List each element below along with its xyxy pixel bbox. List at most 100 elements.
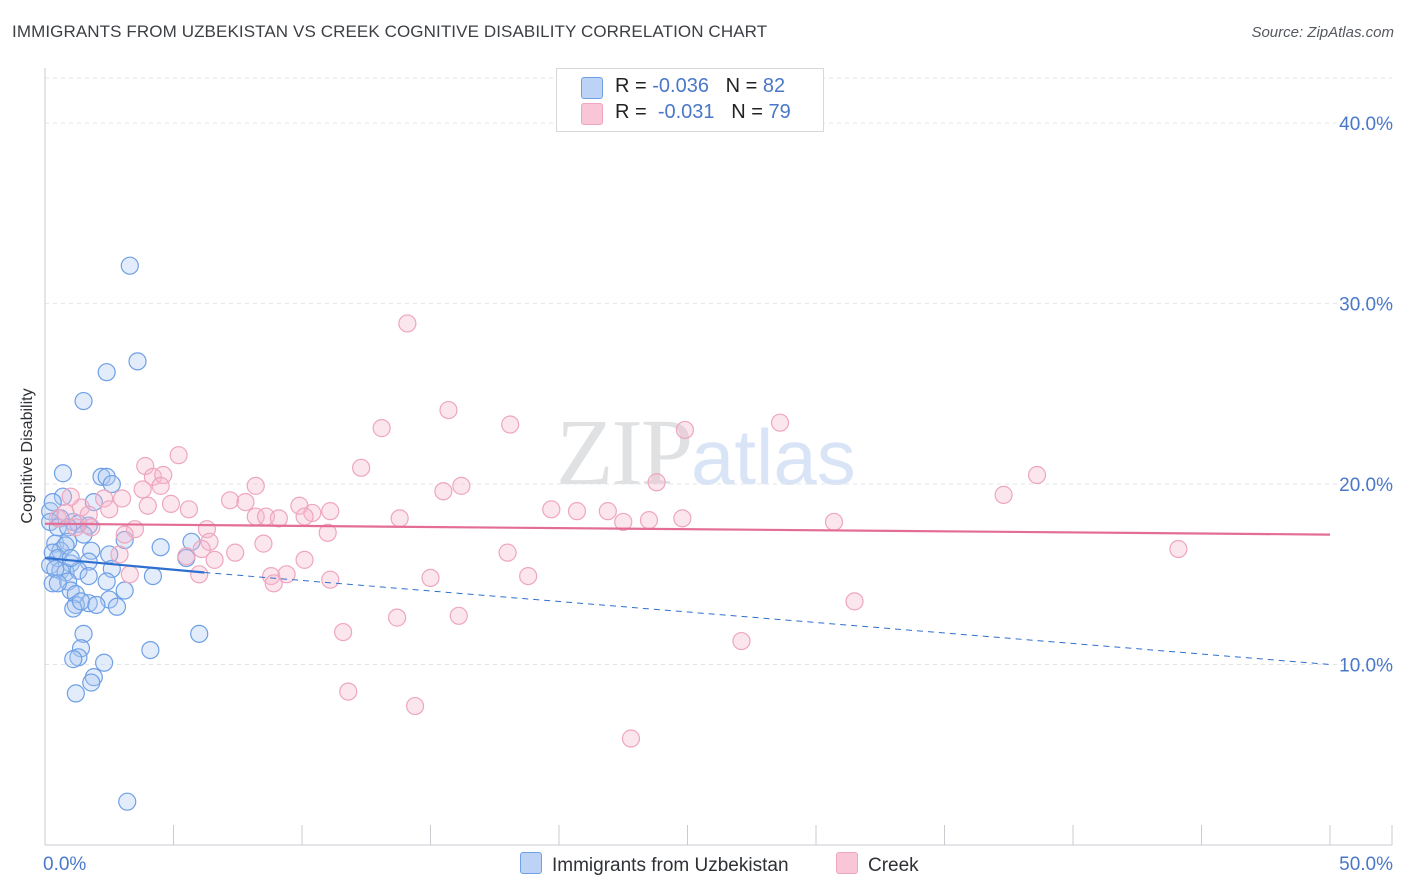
- uzbekistan-point: [82, 541, 101, 560]
- creek-point: [334, 622, 353, 642]
- uzbekistan-point: [118, 792, 137, 811]
- uzbekistan-point: [53, 464, 73, 483]
- legend-r-label: R =: [615, 101, 647, 123]
- legend-n-value: 79: [768, 101, 791, 123]
- watermark: ZIPatlas: [556, 398, 856, 507]
- creek-point: [519, 566, 538, 586]
- creek-point: [732, 631, 751, 651]
- creek-point: [567, 502, 587, 521]
- creek-point: [1169, 539, 1188, 559]
- series-creek-points: [48, 314, 1188, 748]
- bottom-legend-swatch-uzbekistan: [520, 852, 542, 874]
- legend-r-label: R =: [615, 75, 647, 97]
- creek-point: [501, 415, 520, 434]
- creek-point: [161, 494, 181, 514]
- creek-point: [177, 547, 196, 566]
- legend-swatch-uzbekistan: [581, 77, 603, 99]
- bottom-legend-creek: Creek: [836, 852, 919, 877]
- correlation-legend: R = -0.036 N = 82 R = -0.031 N = 79: [556, 68, 824, 132]
- uzbekistan-point: [128, 352, 147, 371]
- creek-point: [262, 566, 281, 586]
- uzbekistan-point: [95, 653, 114, 672]
- creek-point: [151, 476, 170, 495]
- creek-point: [421, 568, 440, 588]
- creek-point: [205, 550, 224, 569]
- axes: [44, 68, 1393, 846]
- uzbekistan-trend-extension: [204, 571, 1331, 666]
- uzbekistan-point: [143, 566, 163, 586]
- uzbekistan-point: [115, 581, 134, 600]
- creek-point: [66, 518, 85, 537]
- creek-point: [845, 592, 864, 611]
- uzbekistan-point: [74, 391, 93, 411]
- creek-point: [254, 534, 273, 553]
- creek-point: [352, 458, 371, 477]
- legend-swatch-creek: [581, 103, 603, 125]
- creek-point: [110, 545, 129, 564]
- creek-point: [179, 500, 199, 519]
- creek-point: [673, 509, 692, 528]
- x-tick-label: 0.0%: [43, 854, 86, 875]
- creek-point: [614, 512, 633, 532]
- creek-point: [220, 491, 240, 510]
- creek-point: [318, 523, 337, 542]
- uzbekistan-point: [48, 574, 67, 593]
- creek-point: [387, 608, 407, 627]
- creek-point: [390, 509, 409, 528]
- uzbekistan-point: [79, 566, 98, 586]
- uzbekistan-point: [97, 572, 116, 591]
- y-tick-label: 20.0%: [1339, 475, 1393, 496]
- creek-point: [824, 512, 844, 532]
- creek-point: [321, 502, 340, 521]
- creek-point: [246, 476, 265, 495]
- creek-point: [200, 532, 219, 551]
- creek-point: [1027, 465, 1047, 485]
- uzbekistan-point: [87, 595, 106, 615]
- uzbekistan-point: [182, 532, 201, 551]
- x-tick-label: 50.0%: [1339, 854, 1393, 875]
- uzbekistan-point: [141, 640, 160, 660]
- creek-point: [994, 485, 1013, 504]
- creek-point: [236, 493, 255, 512]
- uzbekistan-point: [92, 467, 111, 486]
- y-tick-label: 40.0%: [1339, 114, 1393, 135]
- creek-point: [169, 446, 188, 465]
- watermark-zip: ZIP: [556, 401, 693, 505]
- legend-n-value: 82: [762, 75, 786, 97]
- creek-point: [398, 314, 417, 333]
- uzbekistan-point: [61, 548, 80, 568]
- uzbekistan-point: [71, 592, 91, 611]
- creek-point: [100, 500, 119, 519]
- uzbekistan-point: [64, 599, 83, 618]
- gridlines: [45, 77, 1392, 666]
- creek-point: [112, 489, 132, 508]
- creek-point: [598, 502, 617, 521]
- bottom-legend-label-creek: Creek: [868, 855, 919, 876]
- creek-point: [498, 543, 517, 562]
- uzbekistan-point: [151, 538, 170, 557]
- creek-point: [115, 525, 134, 544]
- tick-labels: 10.0% 20.0% 30.0% 40.0% 0.0% 50.0%: [43, 114, 1393, 875]
- uzbekistan-point: [74, 624, 93, 643]
- creek-point: [675, 420, 695, 440]
- creek-point: [770, 413, 790, 432]
- legend-n-label: N =: [725, 75, 758, 97]
- y-tick-label: 10.0%: [1339, 656, 1393, 677]
- creek-point: [226, 543, 245, 562]
- creek-point: [452, 476, 471, 495]
- creek-point: [295, 550, 314, 569]
- creek-point: [639, 511, 659, 530]
- legend-n-label: N =: [731, 101, 763, 123]
- uzbekistan-point: [97, 363, 116, 382]
- legend-text-creek: R = -0.031 N = 79: [615, 101, 791, 124]
- creek-point: [133, 480, 152, 499]
- creek-point: [321, 570, 340, 589]
- creek-point: [192, 539, 211, 559]
- uzbekistan-point: [43, 574, 62, 593]
- uzbekistan-point: [82, 673, 101, 692]
- uzbekistan-point: [120, 256, 139, 275]
- creek-point: [647, 473, 666, 492]
- uzbekistan-point: [102, 474, 121, 494]
- creek-point: [190, 565, 209, 584]
